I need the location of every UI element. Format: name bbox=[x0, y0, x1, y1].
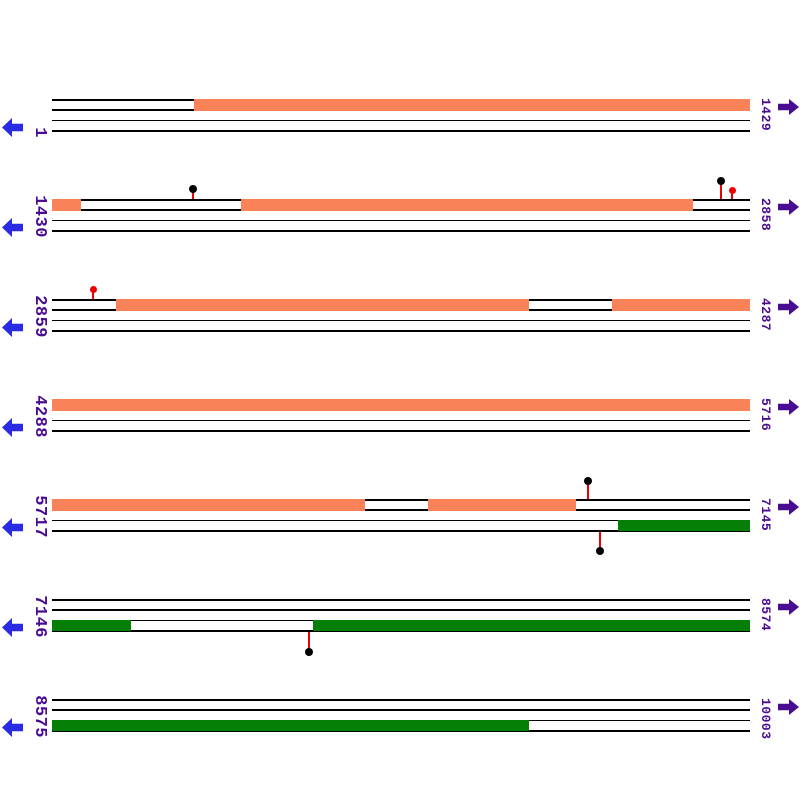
pin-stem bbox=[731, 190, 733, 199]
segment-end-label: 10003 bbox=[758, 698, 773, 740]
black-pin-dot-icon bbox=[584, 476, 592, 485]
track-line bbox=[52, 709, 750, 711]
reverse-strand-arrow-icon bbox=[2, 218, 23, 237]
forward-strand-arrow-icon bbox=[778, 299, 799, 315]
red-pin-dot-icon bbox=[728, 186, 736, 194]
sequence-row: 1430 2858 bbox=[0, 100, 800, 238]
track-line bbox=[52, 119, 750, 122]
forward-strand-arrow-icon bbox=[778, 399, 799, 415]
reverse-strand-arrow-icon bbox=[2, 618, 23, 637]
reverse-gene-bar bbox=[52, 719, 529, 732]
black-pin-dot-icon bbox=[717, 176, 725, 185]
forward-gene-bar bbox=[52, 199, 81, 211]
segment-start-label: 8575 bbox=[30, 695, 49, 738]
forward-strand-arrow-icon bbox=[778, 99, 799, 115]
sequence-row: 5717 7145 bbox=[0, 400, 800, 555]
sequence-row: 7146 8574 bbox=[0, 500, 800, 656]
track-line bbox=[52, 230, 750, 232]
track-line bbox=[52, 219, 750, 222]
track-line bbox=[52, 499, 750, 501]
reverse-strand-arrow-icon bbox=[2, 318, 23, 337]
pin-stem bbox=[92, 289, 94, 299]
track-line bbox=[52, 609, 750, 611]
forward-gene-bar bbox=[241, 199, 693, 211]
reverse-gene-bar bbox=[52, 619, 131, 632]
sequence-row: 1 1429 bbox=[0, 0, 800, 138]
red-pin-dot-icon bbox=[89, 286, 97, 293]
track-line bbox=[52, 699, 750, 701]
forward-gene-bar bbox=[612, 299, 750, 311]
pin-stem bbox=[599, 531, 601, 551]
track-line bbox=[52, 599, 750, 601]
track-line bbox=[52, 530, 750, 532]
sequence-row: 4288 5716 bbox=[0, 300, 800, 438]
track-line bbox=[52, 330, 750, 332]
forward-gene-bar bbox=[116, 299, 529, 311]
pin-stem bbox=[308, 631, 310, 652]
forward-strand-arrow-icon bbox=[778, 699, 799, 715]
track-line bbox=[52, 509, 750, 511]
reverse-strand-arrow-icon bbox=[2, 418, 23, 437]
forward-gene-bar bbox=[194, 99, 750, 111]
reverse-gene-bar bbox=[313, 619, 750, 632]
forward-gene-bar bbox=[52, 499, 365, 511]
black-pin-dot-icon bbox=[189, 185, 197, 193]
track-line bbox=[52, 319, 750, 322]
reverse-strand-arrow-icon bbox=[2, 718, 23, 737]
forward-strand-arrow-icon bbox=[778, 199, 799, 215]
forward-gene-bar bbox=[52, 399, 750, 411]
track-line bbox=[52, 419, 750, 422]
forward-gene-bar bbox=[428, 499, 576, 511]
track-line bbox=[52, 430, 750, 432]
forward-strand-arrow-icon bbox=[778, 599, 799, 615]
black-pin-dot-icon bbox=[596, 547, 604, 555]
pin-stem bbox=[720, 180, 722, 199]
pin-stem bbox=[587, 480, 589, 499]
sequence-row: 2859 4287 bbox=[0, 200, 800, 338]
forward-strand-arrow-icon bbox=[778, 499, 799, 515]
reverse-strand-arrow-icon bbox=[2, 118, 23, 137]
black-pin-dot-icon bbox=[305, 648, 313, 656]
reverse-gene-bar bbox=[618, 519, 750, 532]
track-line bbox=[52, 519, 750, 522]
pin-stem bbox=[192, 189, 194, 199]
track-line bbox=[52, 130, 750, 132]
sequence-row: 8575 10003 bbox=[0, 600, 800, 740]
reverse-strand-arrow-icon bbox=[2, 518, 23, 537]
